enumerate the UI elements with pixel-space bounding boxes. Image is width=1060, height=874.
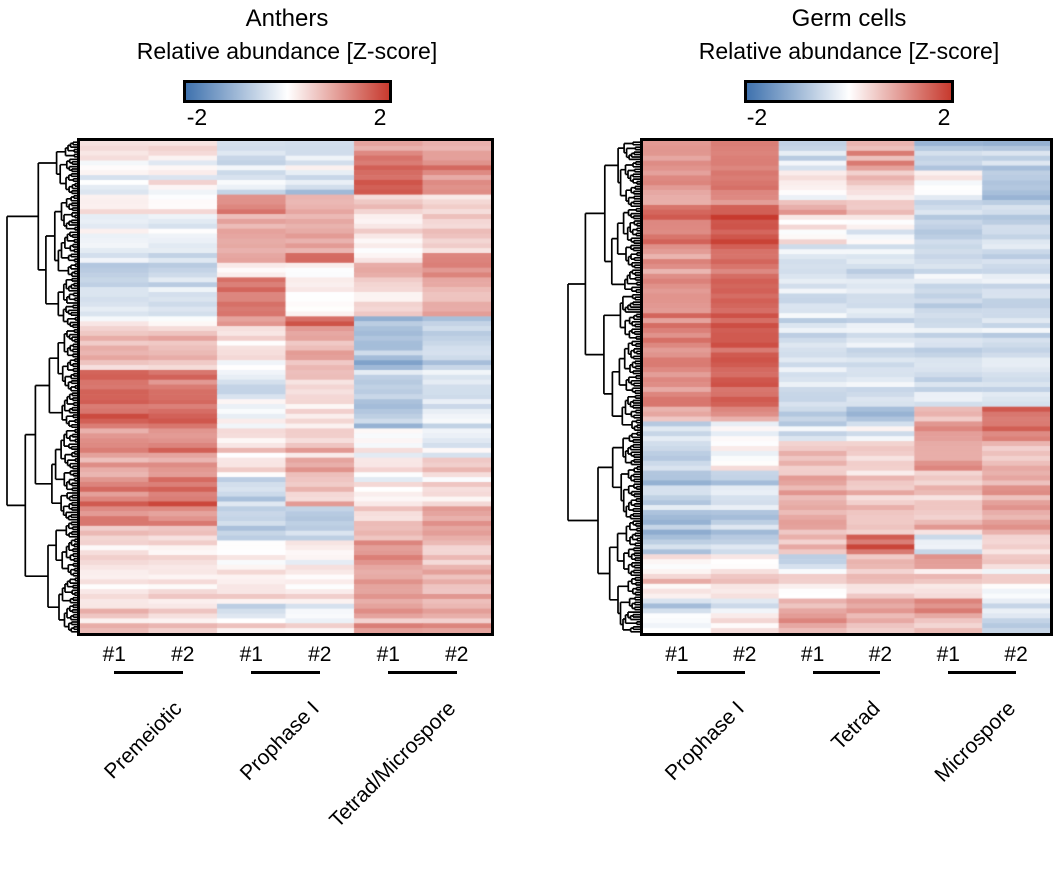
group-label-tetrad: Tetrad xyxy=(827,697,885,755)
dendrogram-branches xyxy=(567,141,640,633)
column-label-replicate: #1 xyxy=(800,643,825,666)
group-label-prophase-i: Prophase I xyxy=(661,697,750,786)
colorbar-gradient xyxy=(744,80,954,103)
colorbar-label: Relative abundance [Z-score] xyxy=(136,38,438,64)
column-label-replicate: #2 xyxy=(445,643,469,666)
row-dendrogram xyxy=(6,141,78,633)
colorbar-tick-min: -2 xyxy=(746,104,768,130)
replicate-pair-underline xyxy=(948,671,1017,674)
row-dendrogram xyxy=(567,141,640,633)
group-label-microspore: Microspore xyxy=(930,697,1021,787)
colorbar-tick-max: 2 xyxy=(373,104,387,130)
replicate-pair-underline xyxy=(114,671,183,674)
group-label-premeiotic: Premeiotic xyxy=(100,697,187,784)
colorbar-label: Relative abundance [Z-score] xyxy=(698,38,1000,64)
column-label-replicate: #2 xyxy=(868,643,893,666)
heatmap-matrix xyxy=(643,141,1050,633)
column-label-replicate: #2 xyxy=(1004,643,1028,666)
panel-title: Germ cells xyxy=(791,5,907,32)
column-label-replicate: #1 xyxy=(239,643,263,666)
group-label-prophase-i: Prophase I xyxy=(235,697,324,786)
column-label-replicate: #2 xyxy=(733,643,757,666)
colorbar-tick-min: -2 xyxy=(186,104,208,130)
dendrogram-branches xyxy=(6,141,78,633)
column-label-replicate: #1 xyxy=(376,643,400,666)
replicate-pair-underline xyxy=(676,671,745,674)
replicate-pair-underline xyxy=(251,671,320,674)
replicate-pair-underline xyxy=(388,671,457,674)
replicate-pair-underline xyxy=(812,671,881,674)
colorbar-gradient xyxy=(183,80,392,103)
panel-title: Anthers xyxy=(245,5,329,32)
column-label-replicate: #1 xyxy=(936,643,960,666)
column-label-replicate: #2 xyxy=(171,643,195,666)
column-label-replicate: #2 xyxy=(308,643,332,666)
column-label-replicate: #1 xyxy=(665,643,689,666)
column-label-replicate: #1 xyxy=(102,643,126,666)
colorbar-tick-max: 2 xyxy=(937,104,951,130)
heatmap-matrix xyxy=(80,141,491,633)
group-label-tetrad-microspore: Tetrad/Microspore xyxy=(325,697,461,833)
